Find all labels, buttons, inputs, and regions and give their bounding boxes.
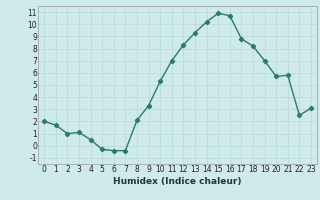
X-axis label: Humidex (Indice chaleur): Humidex (Indice chaleur) [113, 177, 242, 186]
